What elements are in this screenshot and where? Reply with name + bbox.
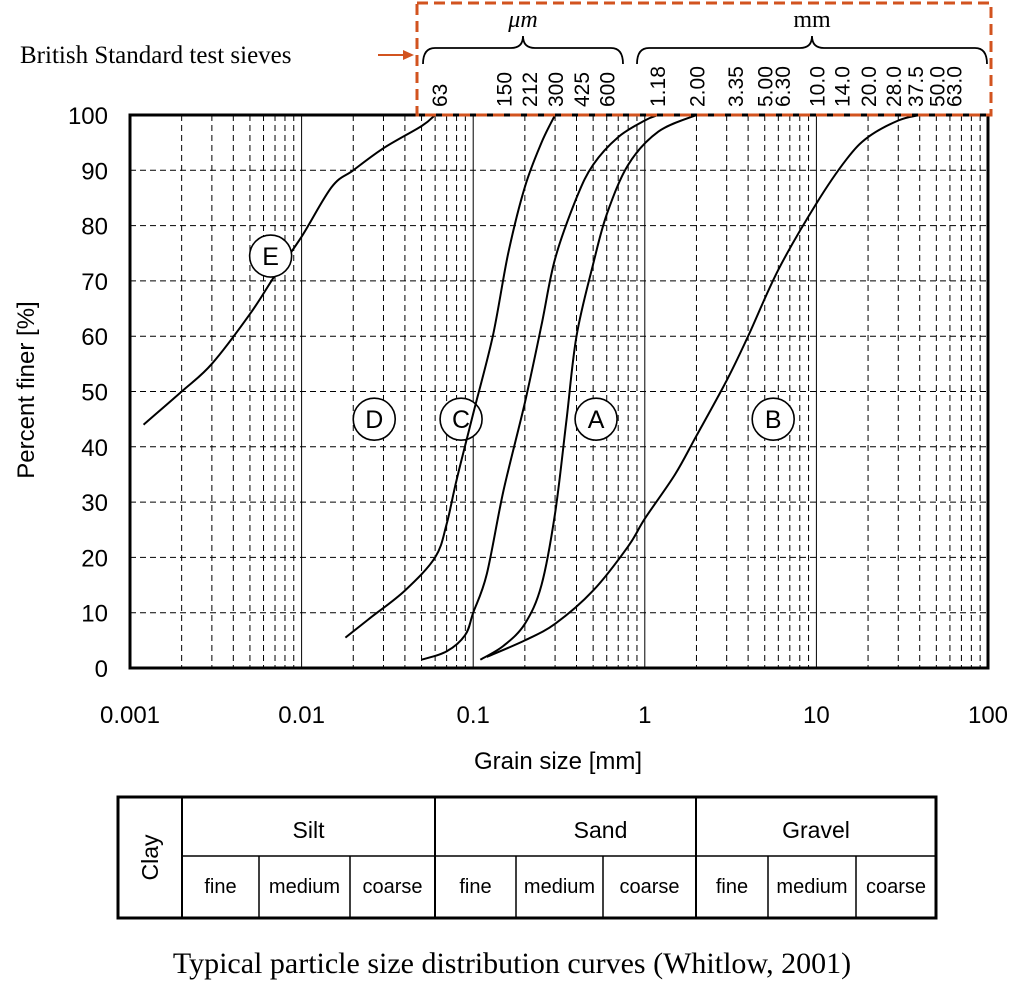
table-clay-label: Clay — [137, 834, 163, 881]
curve-label-circle-a — [574, 397, 618, 441]
y-tick-label: 50 — [81, 380, 108, 407]
sieve-size-label: 3.35 — [725, 66, 748, 107]
sieve-size-label: 5.00 — [755, 66, 778, 107]
micron-brace — [422, 35, 624, 65]
curve-e — [142, 114, 436, 426]
curve-label-b: B — [765, 406, 782, 434]
table-frame — [116, 795, 938, 920]
y-tick-label: 10 — [81, 601, 108, 628]
y-tick-label: 60 — [81, 324, 108, 351]
sieve-arrow-head — [403, 50, 414, 60]
table-sub-fine: fine — [716, 876, 748, 898]
tick-labels: 0 10 20 30 40 50 60 70 80 90 100 0.001 0.01 0.1 1 10 100 — [68, 103, 1008, 729]
table-sub-fine: fine — [204, 876, 236, 898]
table-sub-coarse: coarse — [619, 876, 679, 898]
micron-unit-label: μm — [507, 7, 537, 33]
curve-d — [344, 114, 556, 639]
sieve-size-label: 10.0 — [806, 66, 829, 107]
table-sub-medium: medium — [269, 876, 340, 898]
sieve-size-label: 425 — [571, 72, 594, 107]
table-sub-coarse: coarse — [866, 876, 926, 898]
sieve-size-label: 63.0 — [944, 66, 967, 107]
curve-label-circle-d — [352, 397, 397, 441]
curve-b — [486, 114, 920, 658]
mm-unit-label: mm — [793, 7, 831, 33]
x-tick-label: 0.1 — [457, 702, 490, 729]
x-tick-label: 10 — [803, 702, 830, 729]
sieve-highlight-box — [415, 1, 993, 117]
curve-label-a: A — [588, 406, 605, 434]
table-sub-medium: medium — [776, 876, 847, 898]
figure-caption: Typical particle size distribution curve… — [173, 947, 851, 980]
y-tick-label: 30 — [81, 490, 108, 517]
mm-brace — [636, 35, 988, 65]
curve-label-d: D — [365, 406, 383, 434]
sieve-size-label: 212 — [519, 72, 542, 107]
curves: A B C D E — [142, 114, 920, 661]
sieve-size-label: 50.0 — [926, 66, 949, 107]
table-sub-coarse: coarse — [362, 876, 422, 898]
sieve-size-label: 63 — [429, 84, 452, 107]
plot-frame — [128, 113, 990, 670]
sieve-size-label: 300 — [545, 72, 568, 107]
sieve-size-label: 37.5 — [905, 66, 928, 107]
curve-label-e: E — [262, 243, 279, 271]
curve-a — [479, 114, 697, 661]
table-group-silt: Silt — [293, 817, 326, 843]
sieve-size-label: 600 — [597, 72, 620, 107]
table-sub-medium: medium — [524, 876, 595, 898]
sieve-size-label: 2.00 — [687, 66, 710, 107]
y-tick-label: 100 — [68, 103, 108, 130]
x-tick-label: 0.01 — [278, 702, 325, 729]
curve-c — [421, 114, 659, 661]
y-axis-label: Percent finer [%] — [13, 301, 40, 478]
sieve-size-label: 28.0 — [883, 66, 906, 107]
y-tick-label: 20 — [81, 545, 108, 572]
sieve-size-label: 6.30 — [772, 66, 795, 107]
table-sub-fine: fine — [459, 876, 491, 898]
sieve-size-label: 150 — [493, 72, 516, 107]
curve-label-c: C — [452, 406, 470, 434]
y-tick-label: 70 — [81, 269, 108, 296]
sieve-scale: 63 150 212 300 425 600 1.18 2.00 3.35 5.006.30 10.… — [20, 1, 993, 117]
y-tick-label: 40 — [81, 435, 108, 462]
x-axis-label: Grain size [mm] — [474, 748, 642, 775]
y-tick-label: 0 — [95, 656, 108, 683]
classification-table: Clay Silt fine medium coarse Sand fine medium co… — [116, 795, 938, 920]
x-tick-label: 100 — [968, 702, 1008, 729]
grid — [128, 113, 990, 670]
sieve-size-label: 14.0 — [832, 66, 855, 107]
curve-label-circle-c — [439, 397, 483, 441]
table-group-sand: Sand — [574, 817, 628, 843]
sieve-size-label: 1.18 — [647, 66, 670, 107]
x-tick-label: 1 — [638, 702, 651, 729]
y-tick-label: 90 — [81, 158, 108, 185]
curve-label-circle-e — [248, 234, 293, 278]
y-tick-label: 80 — [81, 214, 108, 241]
table-group-gravel: Gravel — [782, 817, 850, 843]
sieve-caption: British Standard test sieves — [20, 42, 292, 69]
x-tick-label: 0.001 — [100, 702, 160, 729]
sieve-size-label: 20.0 — [858, 66, 881, 107]
curve-label-circle-b — [751, 397, 795, 441]
